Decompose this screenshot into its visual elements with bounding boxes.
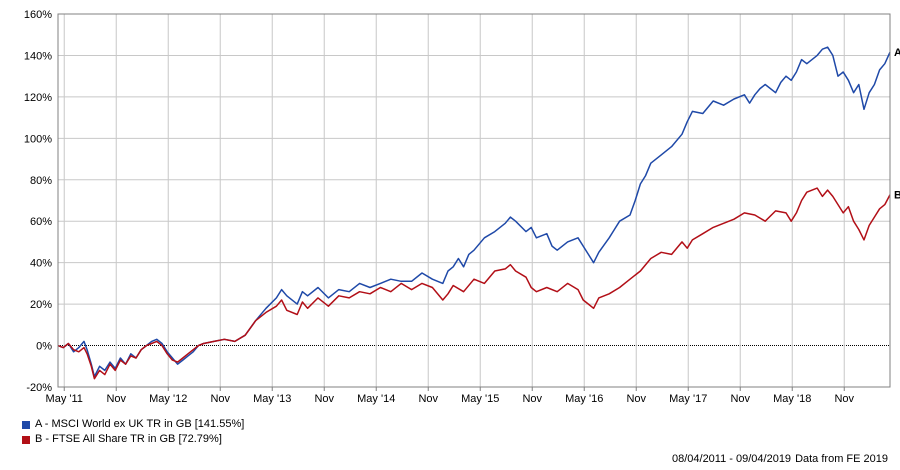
plot-frame xyxy=(57,13,891,388)
y-tick-label: 20% xyxy=(30,299,52,311)
legend: A - MSCI World ex UK TR in GB [141.55%] … xyxy=(22,417,244,447)
series-line-b xyxy=(57,187,891,380)
series-line-a xyxy=(57,46,891,378)
y-tick-label: 60% xyxy=(30,216,52,228)
data-source: Data from FE 2019 xyxy=(795,453,888,465)
series-lines: AB xyxy=(57,46,900,380)
x-tick-label: May '18 xyxy=(773,393,811,405)
y-tick-label: 40% xyxy=(30,258,52,270)
x-tick-label: Nov xyxy=(418,393,438,405)
x-tick-label: Nov xyxy=(314,393,334,405)
x-tick-label: May '11 xyxy=(46,393,83,405)
legend-item-b: B - FTSE All Share TR in GB [72.79%] xyxy=(22,432,244,447)
x-tick-label: May '13 xyxy=(253,393,291,405)
y-tick-label: 80% xyxy=(30,175,52,187)
legend-item-a: A - MSCI World ex UK TR in GB [141.55%] xyxy=(22,417,244,432)
y-tick-label: 0% xyxy=(36,341,52,353)
x-tick-label: May '17 xyxy=(669,393,707,405)
x-tick-label: May '12 xyxy=(149,393,187,405)
legend-label-b: B - FTSE All Share TR in GB [72.79%] xyxy=(35,433,222,445)
legend-label-a: A - MSCI World ex UK TR in GB [141.55%] xyxy=(35,418,245,430)
legend-swatch-b xyxy=(22,435,30,444)
series-end-label-b: B xyxy=(894,190,900,202)
series-end-label-a: A xyxy=(894,47,900,59)
grid-lines xyxy=(58,13,890,388)
y-tick-label: 100% xyxy=(24,133,52,145)
x-tick-label: May '15 xyxy=(461,393,499,405)
y-axis: 160% 140% 120% 100% 80% 60% 40% 20% 0% -20% xyxy=(24,9,52,394)
x-tick-label: Nov xyxy=(106,393,126,405)
date-range: 08/04/2011 - 09/04/2019 xyxy=(671,453,792,465)
line-chart: 160% 140% 120% 100% 80% 60% 40% 20% 0% -20% May '… xyxy=(24,9,900,405)
y-tick-label: -20% xyxy=(26,382,52,394)
x-tick-label: May '14 xyxy=(357,393,395,405)
x-tick-label: Nov xyxy=(834,393,854,405)
y-tick-label: 160% xyxy=(24,9,52,21)
x-tick-label: Nov xyxy=(730,393,750,405)
legend-swatch-a xyxy=(22,420,30,429)
x-tick-label: Nov xyxy=(210,393,230,405)
y-tick-label: 140% xyxy=(24,50,52,62)
x-tick-label: May '16 xyxy=(565,393,603,405)
y-tick-label: 120% xyxy=(24,92,52,104)
x-axis: May '11 Nov May '12 Nov May '13 Nov May '14 Nov… xyxy=(46,387,855,405)
x-tick-label: Nov xyxy=(522,393,542,405)
footer-caption: 08/04/2011 - 09/04/2019 Data from FE 2019 xyxy=(672,453,888,465)
x-tick-label: Nov xyxy=(626,393,646,405)
